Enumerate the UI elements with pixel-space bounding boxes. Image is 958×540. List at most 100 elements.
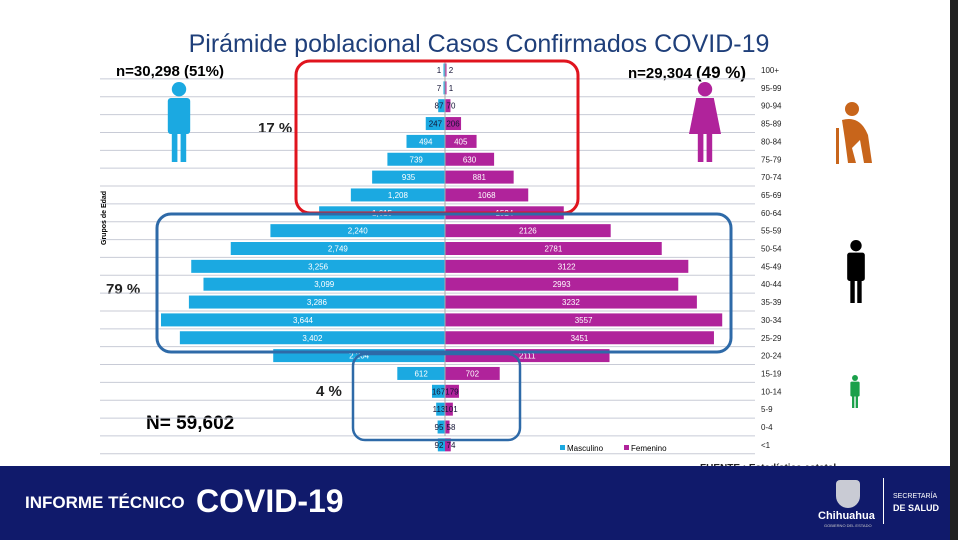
age-tick-label: 5-9 [761, 405, 773, 414]
female-bar [445, 366, 500, 380]
female-value-label: 2 [449, 66, 454, 75]
male-value-label: 87 [435, 102, 444, 111]
state-shield-icon [836, 480, 860, 508]
male-bar [443, 81, 445, 95]
male-value-label: 3,099 [314, 280, 335, 289]
male-bar [230, 242, 445, 255]
age-tick-label: 100+ [761, 66, 779, 75]
female-value-label: 2111 [519, 352, 536, 361]
male-value-label: 3,286 [307, 298, 328, 307]
male-value-label: 247 [429, 120, 443, 129]
male-value-label: 95 [435, 423, 444, 432]
male-total: n=30,298 (51%) [116, 63, 224, 80]
female-bar [445, 277, 679, 291]
male-bar [161, 313, 445, 327]
age-tick-label: 80-84 [761, 137, 782, 146]
elderly-icon-body [842, 119, 872, 163]
male-bar [350, 188, 445, 202]
legend-label: Masculino [567, 444, 604, 453]
female-bar [445, 295, 697, 309]
age-tick-label: 70-74 [761, 173, 782, 182]
male-value-label: 92 [435, 441, 444, 450]
male-value-label: 3,256 [308, 262, 329, 271]
female-value-label: 630 [463, 155, 477, 164]
female-bar [445, 134, 477, 148]
legend-label: Femenino [631, 444, 667, 453]
female-value-label: 1 [449, 84, 454, 93]
male-icon-body [167, 98, 191, 134]
male-value-label: 1 [437, 66, 442, 75]
female-bar [445, 152, 495, 166]
female-bar [445, 224, 611, 238]
male-value-label: 612 [414, 369, 428, 378]
female-bar [445, 259, 689, 273]
female-value-label: 881 [473, 173, 487, 182]
female-bar [445, 117, 462, 131]
male-icon-leg [171, 130, 178, 162]
male-value-label: 739 [410, 155, 424, 164]
male-value-label: 167 [432, 387, 446, 396]
age-tick-label: 20-24 [761, 352, 782, 361]
male-icon-leg [180, 130, 187, 162]
legend-swatch [624, 445, 629, 450]
age-tick-label: 30-34 [761, 316, 782, 325]
female-value-label: 1068 [478, 191, 496, 200]
male-bar [270, 224, 445, 238]
age-tick-label: 40-44 [761, 280, 782, 289]
male-value-label: 113 [433, 405, 446, 414]
female-bar [445, 420, 450, 434]
age-tick-label: <1 [761, 441, 771, 450]
male-bar [431, 384, 445, 398]
child-frame [351, 352, 522, 442]
state-sub: GOBIERNO DEL ESTADO [824, 523, 872, 528]
age-tick-label: 60-64 [761, 209, 782, 218]
elderly-icon-head [845, 102, 859, 116]
male-value-label: 1,208 [388, 191, 409, 200]
age-tick-label: 50-54 [761, 245, 782, 254]
age-tick-label: 90-94 [761, 102, 782, 111]
female-icon-leg [697, 130, 704, 162]
adult-icon-leg [857, 277, 862, 303]
adult-icon-leg [850, 277, 855, 303]
male-value-label: 494 [419, 137, 433, 146]
child-icon-leg [855, 394, 858, 408]
male-bar [406, 134, 445, 148]
female-value-label: 2126 [519, 227, 537, 236]
female-value-label: 3557 [575, 316, 593, 325]
female-bar [445, 384, 459, 398]
footer-banner: INFORME TÉCNICO COVID-19 Chihuahua GOBIE… [0, 466, 950, 540]
female-value-label: 58 [447, 423, 456, 432]
male-bar [436, 402, 445, 416]
window-edge [950, 0, 958, 540]
female-bar [445, 313, 723, 327]
age-tick-label: 65-69 [761, 191, 782, 200]
male-bar [437, 420, 445, 434]
male-bar [188, 295, 445, 309]
report-label: INFORME TÉCNICO [25, 493, 185, 512]
elderly-icon-cane [836, 128, 839, 164]
female-bar [445, 99, 451, 113]
divider [883, 478, 884, 524]
adult-pct: 79 % [106, 281, 141, 298]
female-value-label: 2781 [544, 245, 562, 254]
male-bar [425, 117, 445, 131]
male-value-label: 2,749 [328, 245, 349, 254]
female-value-label: 3122 [558, 262, 576, 271]
female-total-pct: (49 %) [695, 63, 747, 82]
covid-label: COVID-19 [196, 483, 344, 519]
adult-icon-body [847, 252, 865, 281]
legend-swatch [560, 445, 565, 450]
female-icon-leg [706, 130, 713, 162]
male-bar [179, 331, 445, 345]
y-axis-title: Grupos de Edad [101, 191, 108, 245]
adult-icon-head [850, 240, 862, 252]
female-bar [445, 188, 529, 202]
male-bar [437, 438, 445, 452]
male-bar [203, 277, 445, 291]
male-bar [191, 259, 445, 273]
child-icon-leg [852, 394, 855, 408]
male-bar [438, 99, 445, 113]
female-value-label: 405 [454, 137, 468, 146]
male-bar [443, 63, 445, 77]
